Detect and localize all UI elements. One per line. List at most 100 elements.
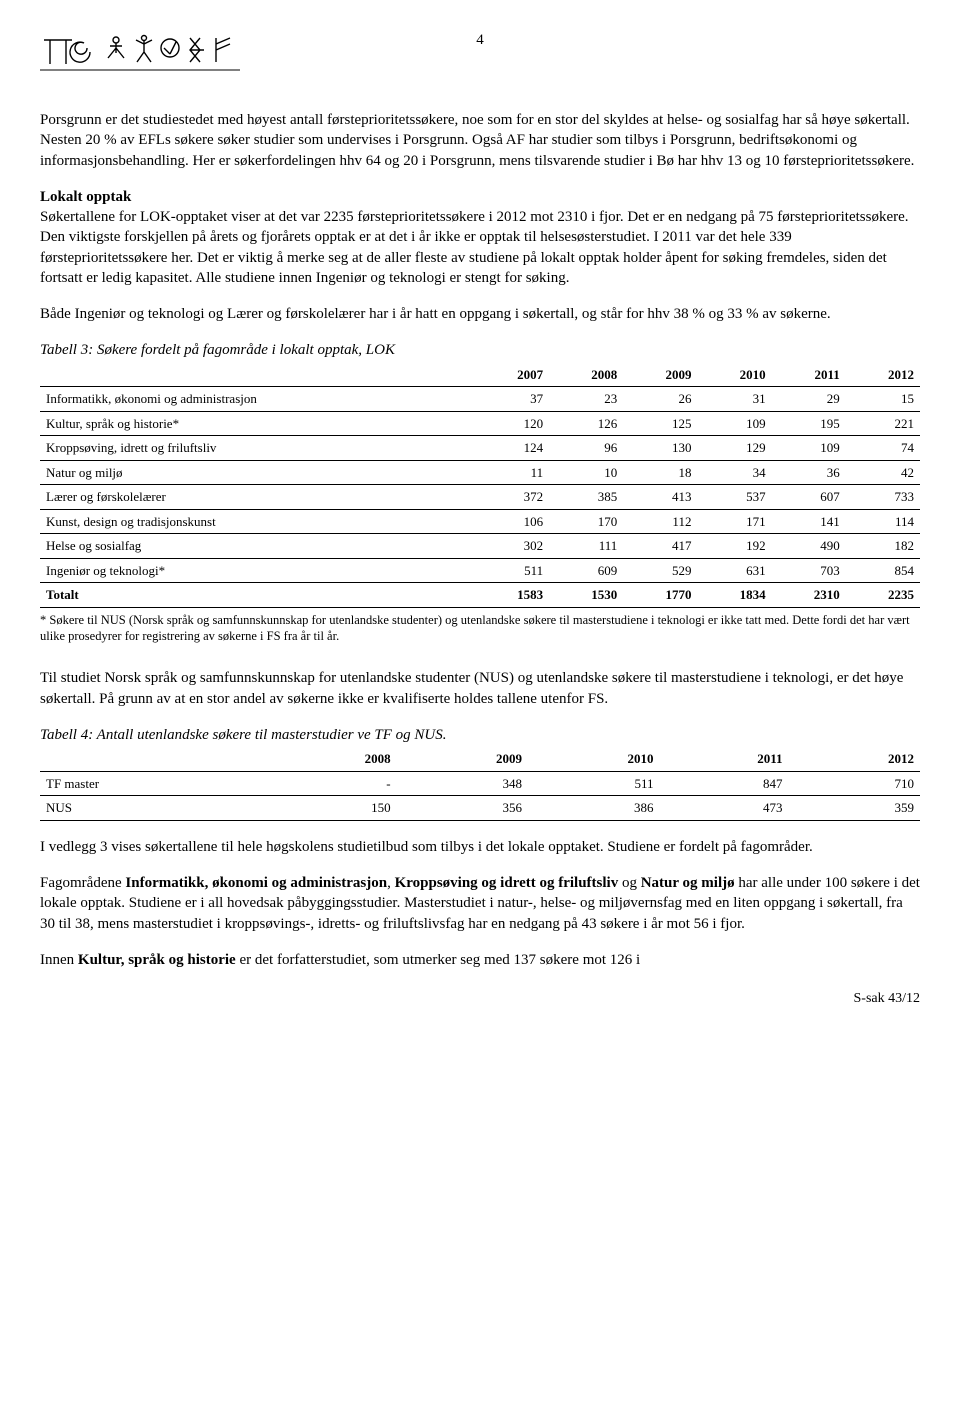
table3-header-cell: 2007 [475,363,549,387]
table-cell: 10 [549,460,623,485]
table-cell: 2235 [846,583,920,608]
page-header: 4 [40,30,920,80]
p6-pre: Fagområdene [40,875,125,891]
table3: 200720082009201020112012 Informatikk, øk… [40,363,920,608]
table-cell: 302 [475,534,549,559]
table-cell: 74 [846,436,920,461]
table-cell: Helse og sosialfag [40,534,475,559]
paragraph-4: Til studiet Norsk språk og samfunnskunns… [40,668,920,709]
table3-header-cell [40,363,475,387]
table4-header-row: 20082009201020112012 [40,747,920,771]
table-cell: 221 [846,411,920,436]
table-cell: Natur og miljø [40,460,475,485]
paragraph-7: Innen Kultur, språk og historie er det f… [40,950,920,970]
table3-header-cell: 2010 [697,363,771,387]
table-row: Ingeniør og teknologi*511609529631703854 [40,558,920,583]
table-cell: 125 [623,411,697,436]
table-cell: 96 [549,436,623,461]
table4-body: TF master-348511847710NUS150356386473359 [40,771,920,820]
table-cell: 703 [772,558,846,583]
table-cell: Kunst, design og tradisjonskunst [40,509,475,534]
section-title-text: Lokalt opptak [40,189,131,205]
table-cell: 26 [623,387,697,412]
table4-header-cell: 2011 [659,747,788,771]
table-cell: TF master [40,771,265,796]
table-cell: 120 [475,411,549,436]
table-row: Informatikk, økonomi og administrasjon37… [40,387,920,412]
table-cell: 37 [475,387,549,412]
table-cell: Kultur, språk og historie* [40,411,475,436]
paragraph-2: Søkertallene for LOK-opptaket viser at d… [40,207,920,288]
table-cell: 413 [623,485,697,510]
table-cell: - [265,771,396,796]
table-row: Natur og miljø111018343642 [40,460,920,485]
table-cell: 537 [697,485,771,510]
header-logo [40,30,240,78]
table4-header-cell: 2008 [265,747,396,771]
table-row: Kunst, design og tradisjonskunst10617011… [40,509,920,534]
table-cell: 126 [549,411,623,436]
table-cell: 490 [772,534,846,559]
table-cell: 631 [697,558,771,583]
table4-header-cell: 2010 [528,747,659,771]
table-cell: 529 [623,558,697,583]
table3-header-cell: 2012 [846,363,920,387]
table-cell: Totalt [40,583,475,608]
table-cell: NUS [40,796,265,821]
table3-body: Informatikk, økonomi og administrasjon37… [40,387,920,608]
table4-caption: Tabell 4: Antall utenlandske søkere til … [40,725,920,745]
p6-b3: Natur og miljø [641,875,735,891]
table-cell: 1530 [549,583,623,608]
table-cell: 171 [697,509,771,534]
table-cell: 511 [528,771,659,796]
table-cell: 18 [623,460,697,485]
table-cell: 359 [789,796,921,821]
table-cell: 106 [475,509,549,534]
page-number: 4 [476,30,484,50]
table-cell: 511 [475,558,549,583]
table-cell: 15 [846,387,920,412]
table-row: Kroppsøving, idrett og friluftsliv124961… [40,436,920,461]
table-cell: Informatikk, økonomi og administrasjon [40,387,475,412]
table-cell: 710 [789,771,921,796]
table-cell: 129 [697,436,771,461]
table-cell: 170 [549,509,623,534]
table-cell: Lærer og førskolelærer [40,485,475,510]
table-cell: 36 [772,460,846,485]
table4: 20082009201020112012 TF master-348511847… [40,747,920,821]
table-cell: Ingeniør og teknologi* [40,558,475,583]
table-cell: 385 [549,485,623,510]
section-heading-lokalt: Lokalt opptak [40,187,920,207]
table-cell: 1583 [475,583,549,608]
p7-b: Kultur, språk og historie [78,952,236,968]
table-cell: 150 [265,796,396,821]
table-cell: 109 [697,411,771,436]
p6-m2: og [618,875,641,891]
table-row: Kultur, språk og historie*12012612510919… [40,411,920,436]
table-cell: 109 [772,436,846,461]
table-cell: 112 [623,509,697,534]
table3-header-cell: 2009 [623,363,697,387]
table-cell: 130 [623,436,697,461]
table-cell: 141 [772,509,846,534]
table-cell: 111 [549,534,623,559]
paragraph-5: I vedlegg 3 vises søkertallene til hele … [40,837,920,857]
table-cell: 1770 [623,583,697,608]
table4-header-cell [40,747,265,771]
p7-post: er det forfatterstudiet, som utmerker se… [236,952,640,968]
table-cell: 195 [772,411,846,436]
table3-header-cell: 2008 [549,363,623,387]
table3-footnote: * Søkere til NUS (Norsk språk og samfunn… [40,612,920,645]
page-footer: S-sak 43/12 [40,990,920,1009]
table-row: Lærer og førskolelærer372385413537607733 [40,485,920,510]
table-row: TF master-348511847710 [40,771,920,796]
table-cell: 607 [772,485,846,510]
table-cell: 473 [659,796,788,821]
p7-pre: Innen [40,952,78,968]
table-cell: 31 [697,387,771,412]
p6-b1: Informatikk, økonomi og administrasjon [125,875,387,891]
table-cell: Kroppsøving, idrett og friluftsliv [40,436,475,461]
table-row: Helse og sosialfag302111417192490182 [40,534,920,559]
table-cell: 348 [397,771,528,796]
table3-total-row: Totalt158315301770183423102235 [40,583,920,608]
